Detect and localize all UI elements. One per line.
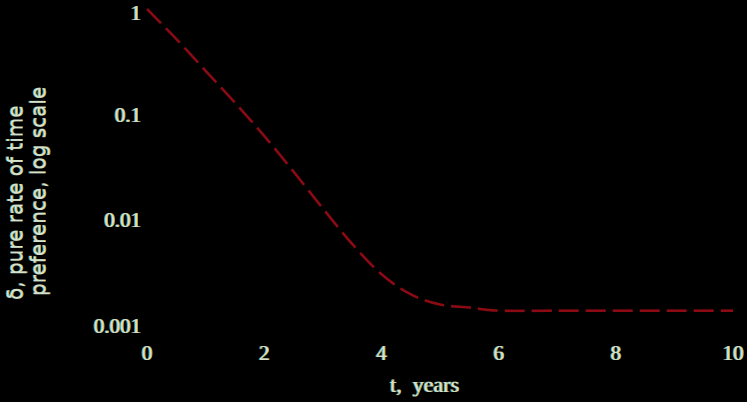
y-axis-label-line1: δ, pure rate of time [3, 105, 27, 300]
x-tick-label: 4 [376, 341, 387, 365]
y-tick-label: 0.1 [114, 102, 141, 127]
discount-rate-curve [146, 8, 733, 313]
y-tick-label: 1 [130, 1, 142, 25]
x-tick-label: 0 [141, 341, 153, 365]
y-axis-label: δ, pure rate of time preference, log sca… [3, 0, 50, 300]
x-tick-label: 10 [722, 341, 744, 365]
x-tick-label: 2 [258, 341, 270, 365]
y-tick-label: 0.001 [93, 314, 141, 339]
y-tick-label: 0.01 [104, 208, 141, 233]
x-axis-label: t, years [390, 372, 460, 397]
y-axis-label-line2: preference, log scale [26, 86, 50, 296]
x-tick-label: 6 [493, 341, 504, 365]
x-tick-label: 8 [610, 341, 622, 365]
